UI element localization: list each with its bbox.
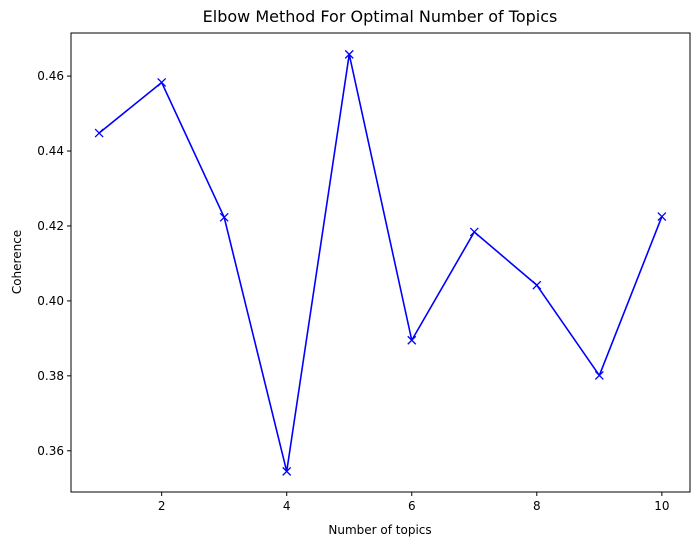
- y-tick-label: 0.44: [37, 144, 64, 158]
- y-tick-label: 0.36: [37, 444, 64, 458]
- data-point-marker: [407, 335, 417, 345]
- data-point-marker: [344, 49, 354, 59]
- y-axis-label: Coherence: [10, 230, 24, 294]
- x-tick-label: 8: [533, 499, 541, 513]
- x-axis: 2 4 6 8 10: [158, 492, 670, 513]
- y-tick-label: 0.42: [37, 219, 64, 233]
- plot-area: [70, 32, 691, 493]
- series-layer: [94, 49, 667, 476]
- x-tick-label: 4: [283, 499, 291, 513]
- data-point-marker: [594, 371, 604, 380]
- chart-title: Elbow Method For Optimal Number of Topic…: [203, 7, 558, 26]
- data-point-marker: [94, 128, 104, 138]
- y-tick-label: 0.40: [37, 294, 64, 308]
- y-tick-label: 0.46: [37, 69, 64, 83]
- y-tick-label: 0.38: [37, 369, 64, 383]
- series-line: [98, 53, 663, 473]
- data-point-marker: [657, 212, 667, 222]
- x-tick-label: 10: [654, 499, 669, 513]
- data-point-marker: [469, 227, 479, 237]
- data-point-marker: [282, 466, 292, 476]
- data-point-marker: [532, 280, 542, 290]
- x-axis-label: Number of topics: [328, 523, 431, 537]
- x-tick-label: 2: [158, 499, 166, 513]
- data-point-marker: [219, 212, 229, 222]
- x-tick-label: 6: [408, 499, 416, 513]
- data-point-marker: [157, 77, 167, 87]
- y-axis: 0.36 0.38 0.40 0.42 0.44 0.46: [37, 69, 71, 458]
